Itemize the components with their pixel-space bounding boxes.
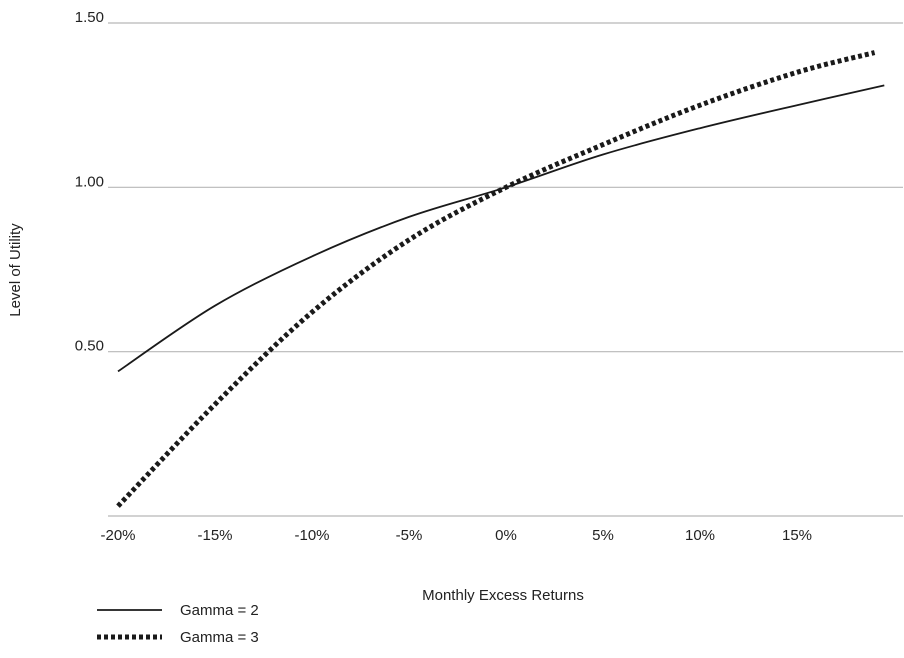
legend-label-1: Gamma = 2	[180, 602, 259, 619]
series-line-1	[117, 84, 885, 373]
x-tick-label: 15%	[782, 527, 812, 544]
legend: Gamma = 2 Gamma = 3	[97, 602, 259, 646]
series-group	[116, 50, 885, 508]
x-tick-label: -5%	[396, 527, 423, 544]
y-axis-label: Level of Utility	[7, 223, 24, 317]
x-tick-label: -15%	[197, 527, 232, 544]
y-tick-label: 1.00	[75, 173, 104, 190]
x-axis-label: Monthly Excess Returns	[422, 587, 584, 604]
x-tick-label: 0%	[495, 527, 517, 544]
y-tick-label: 1.50	[75, 9, 104, 26]
x-tick-label: 5%	[592, 527, 614, 544]
x-tick-label: -10%	[294, 527, 329, 544]
y-tick-label: 0.50	[75, 338, 104, 355]
x-tick-label: -20%	[100, 527, 135, 544]
series-line-2	[116, 50, 876, 508]
legend-label-2: Gamma = 3	[180, 629, 259, 646]
x-tick-label: 10%	[685, 527, 715, 544]
y-tick-labels: 0.50 1.00 1.50	[75, 9, 104, 355]
x-tick-labels: -20% -15% -10% -5% 0% 5% 10% 15%	[100, 527, 812, 544]
